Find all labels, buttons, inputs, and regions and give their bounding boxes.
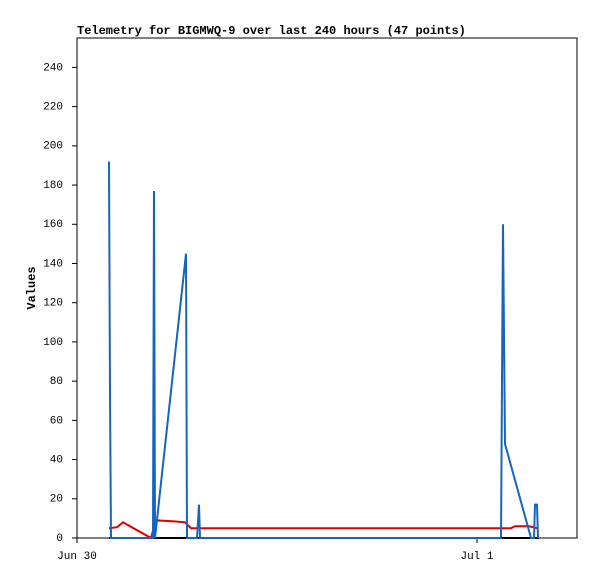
x-tick-label: Jul 1	[460, 551, 493, 563]
y-tick-label: 20	[50, 494, 63, 506]
y-tick-label: 180	[43, 180, 63, 192]
y-tick-label: 160	[43, 219, 63, 231]
chart-title: Telemetry for BIGMWQ-9 over last 240 hou…	[77, 24, 466, 38]
y-tick-label: 60	[50, 415, 63, 427]
y-tick-label: 120	[43, 298, 63, 310]
y-tick-label: 100	[43, 337, 63, 349]
y-tick-label: 140	[43, 258, 63, 270]
y-tick-label: 80	[50, 376, 63, 388]
y-tick-label: 200	[43, 141, 63, 153]
y-tick-label: 240	[43, 62, 63, 74]
y-tick-label: 220	[43, 102, 63, 114]
series-line	[108, 519, 538, 540]
y-axis-label: Values	[25, 266, 39, 309]
x-tick-label: Jun 30	[57, 551, 97, 563]
y-tick-label: 40	[50, 454, 63, 466]
y-tick-label: 0	[56, 533, 63, 545]
series-line	[108, 161, 539, 539]
